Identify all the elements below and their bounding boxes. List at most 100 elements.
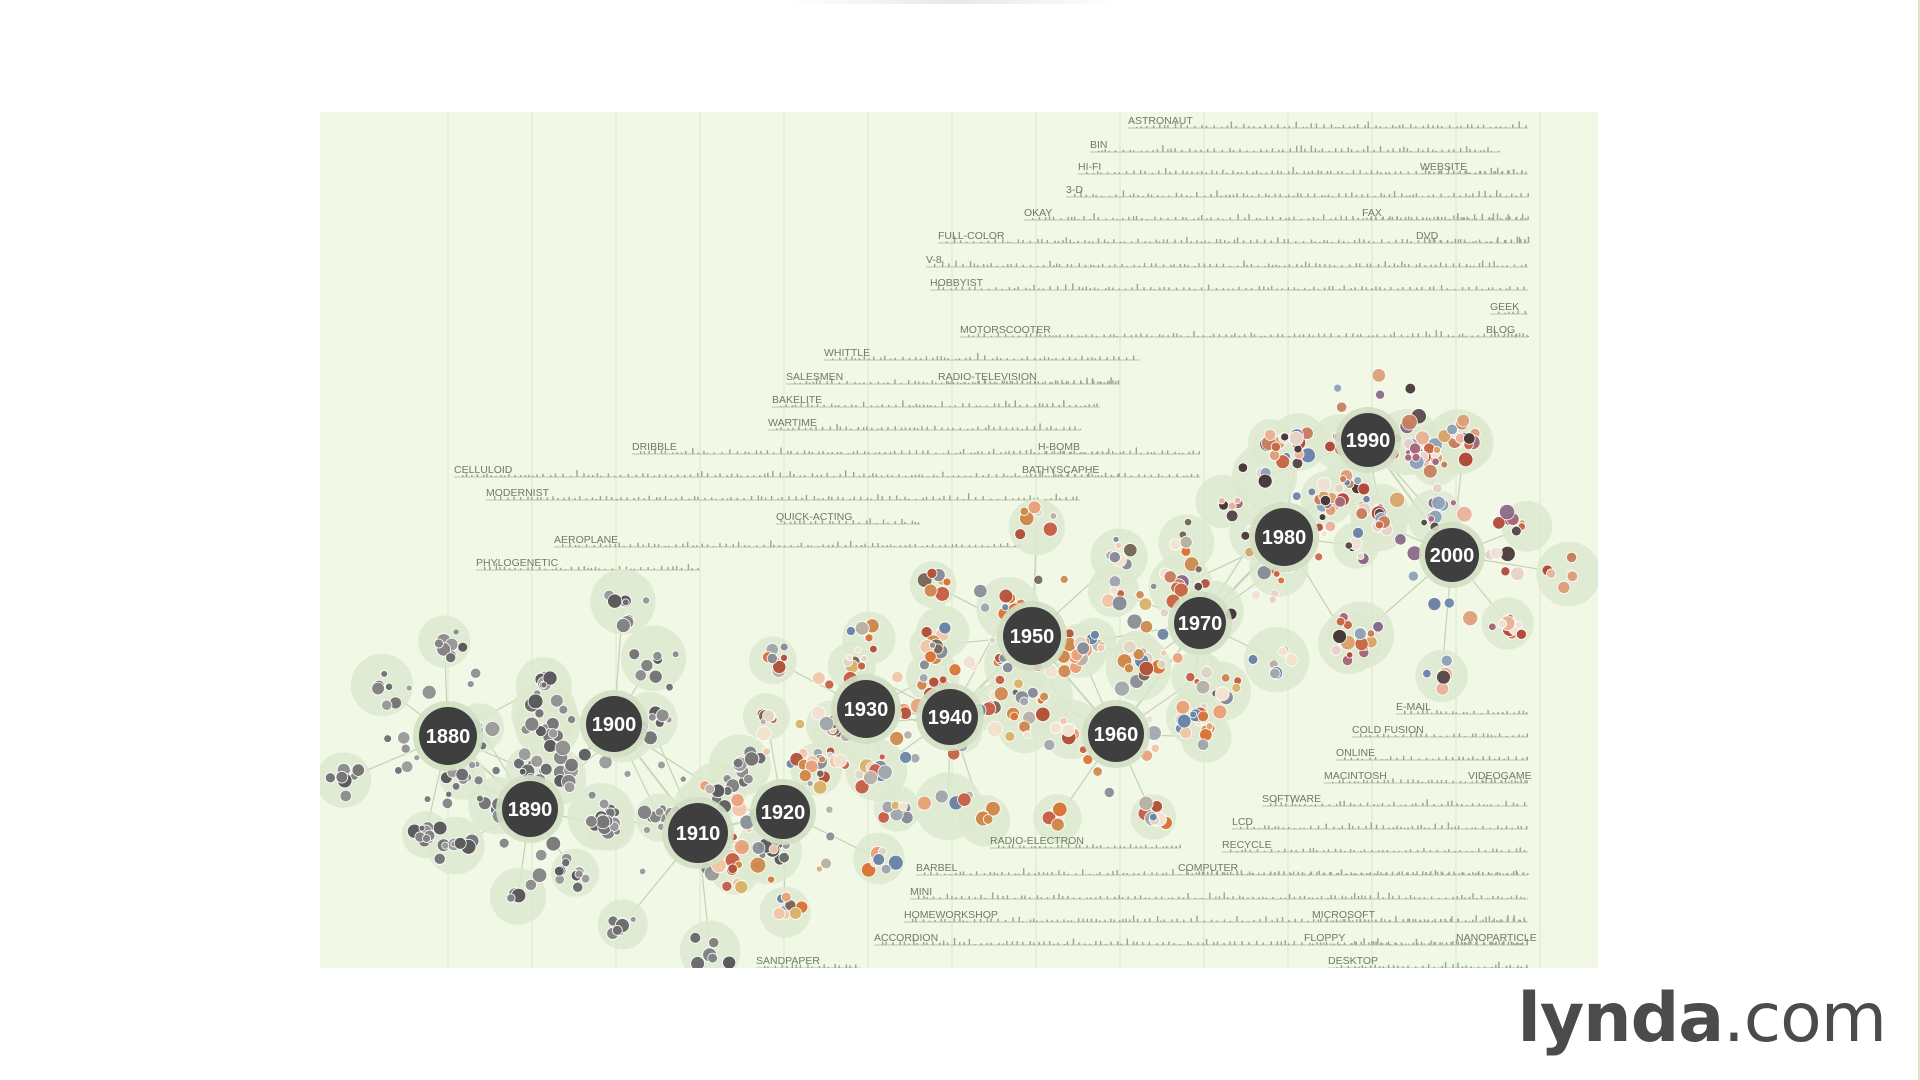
frequency-spark xyxy=(680,452,683,454)
frequency-spark xyxy=(955,452,957,454)
frequency-spark xyxy=(1288,217,1290,220)
frequency-spark xyxy=(1110,474,1112,477)
frequency-spark xyxy=(994,381,996,384)
frequency-spark xyxy=(1404,804,1407,806)
frequency-spark xyxy=(1216,941,1219,945)
frequency-spark xyxy=(760,450,762,454)
frequency-spark xyxy=(1335,803,1338,806)
decade-hub xyxy=(1425,528,1479,582)
frequency-spark xyxy=(1452,941,1454,945)
frequency-spark xyxy=(1501,897,1503,899)
frequency-spark xyxy=(1037,381,1040,384)
frequency-spark xyxy=(1062,357,1064,360)
frequency-spark xyxy=(721,498,724,500)
frequency-spark xyxy=(858,358,861,360)
frequency-spark xyxy=(1396,872,1398,875)
frequency-spark xyxy=(1283,239,1286,243)
frequency-spark xyxy=(894,357,896,360)
word-node xyxy=(433,852,446,865)
frequency-spark xyxy=(1080,405,1082,407)
word-node xyxy=(993,686,1009,702)
frequency-spark xyxy=(1448,871,1451,875)
frequency-spark xyxy=(1338,780,1341,783)
frequency-spark xyxy=(1350,757,1353,760)
frequency-spark xyxy=(860,496,862,500)
frequency-spark xyxy=(1274,799,1277,806)
frequency-spark xyxy=(1387,779,1389,783)
frequency-spark xyxy=(1139,895,1142,899)
frequency-spark xyxy=(1506,265,1508,267)
frequency-spark xyxy=(1489,194,1492,197)
frequency-spark xyxy=(1459,850,1461,852)
word-node xyxy=(335,770,349,784)
frequency-spark xyxy=(977,451,979,454)
frequency-spark xyxy=(627,473,630,477)
frequency-spark xyxy=(1408,216,1410,220)
frequency-spark xyxy=(1233,239,1236,243)
frequency-spark xyxy=(1527,193,1529,197)
frequency-spark xyxy=(801,497,803,500)
frequency-spark xyxy=(847,452,850,454)
frequency-spark xyxy=(614,475,616,477)
word-node xyxy=(854,646,862,654)
frequency-spark xyxy=(1263,850,1266,852)
frequency-spark xyxy=(1011,427,1014,430)
word-node xyxy=(1096,643,1106,653)
frequency-spark xyxy=(1216,190,1218,197)
frequency-spark xyxy=(1365,920,1367,922)
word-node xyxy=(1433,445,1442,454)
frequency-spark xyxy=(1061,475,1063,477)
frequency-spark xyxy=(1446,735,1448,737)
frequency-spark xyxy=(1472,919,1474,922)
frequency-spark xyxy=(772,452,775,454)
frequency-spark xyxy=(1399,171,1402,174)
frequency-spark xyxy=(780,447,782,454)
frequency-spark xyxy=(568,496,570,500)
frequency-spark xyxy=(1332,781,1334,783)
frequency-spark xyxy=(1052,265,1055,267)
word-node xyxy=(948,663,962,677)
frequency-spark xyxy=(465,473,468,477)
frequency-spark xyxy=(1516,803,1518,806)
frequency-spark xyxy=(1218,896,1221,899)
frequency-spark xyxy=(822,451,824,454)
frequency-spark xyxy=(1086,377,1088,384)
frequency-spark xyxy=(1277,124,1279,128)
frequency-spark xyxy=(1491,873,1493,875)
frequency-spark xyxy=(1359,919,1362,922)
frequency-spark xyxy=(1354,892,1356,899)
frequency-spark xyxy=(987,240,990,243)
word-node xyxy=(1269,667,1281,680)
frequency-spark xyxy=(1515,895,1518,899)
frequency-spark xyxy=(1304,803,1306,806)
frequency-spark xyxy=(780,427,782,430)
frequency-spark xyxy=(1118,172,1120,174)
word-node xyxy=(1156,628,1170,641)
frequency-spark xyxy=(1420,941,1423,945)
frequency-spark xyxy=(1476,758,1479,760)
frequency-spark xyxy=(1423,897,1425,899)
frequency-spark xyxy=(1412,871,1414,875)
frequency-spark xyxy=(675,497,677,500)
frequency-spark xyxy=(859,382,861,384)
frequency-spark xyxy=(753,475,755,477)
frequency-spark xyxy=(1386,758,1388,760)
frequency-spark xyxy=(1387,964,1390,968)
frequency-spark xyxy=(807,964,809,968)
frequency-spark xyxy=(904,521,906,524)
frequency-spark xyxy=(1083,452,1086,454)
word-node xyxy=(558,704,569,715)
frequency-spark xyxy=(1313,286,1315,290)
frequency-spark xyxy=(1085,334,1087,337)
frequency-spark xyxy=(1185,217,1187,220)
frequency-spark xyxy=(1415,731,1418,737)
frequency-spark xyxy=(1376,734,1379,737)
frequency-spark xyxy=(1463,872,1465,875)
frequency-spark xyxy=(1030,264,1032,267)
frequency-spark xyxy=(1297,288,1299,290)
frequency-spark xyxy=(1380,193,1382,197)
frequency-spark xyxy=(640,451,642,454)
frequency-spark xyxy=(1118,473,1120,477)
frequency-spark xyxy=(1116,869,1118,875)
frequency-spark xyxy=(1387,149,1389,152)
